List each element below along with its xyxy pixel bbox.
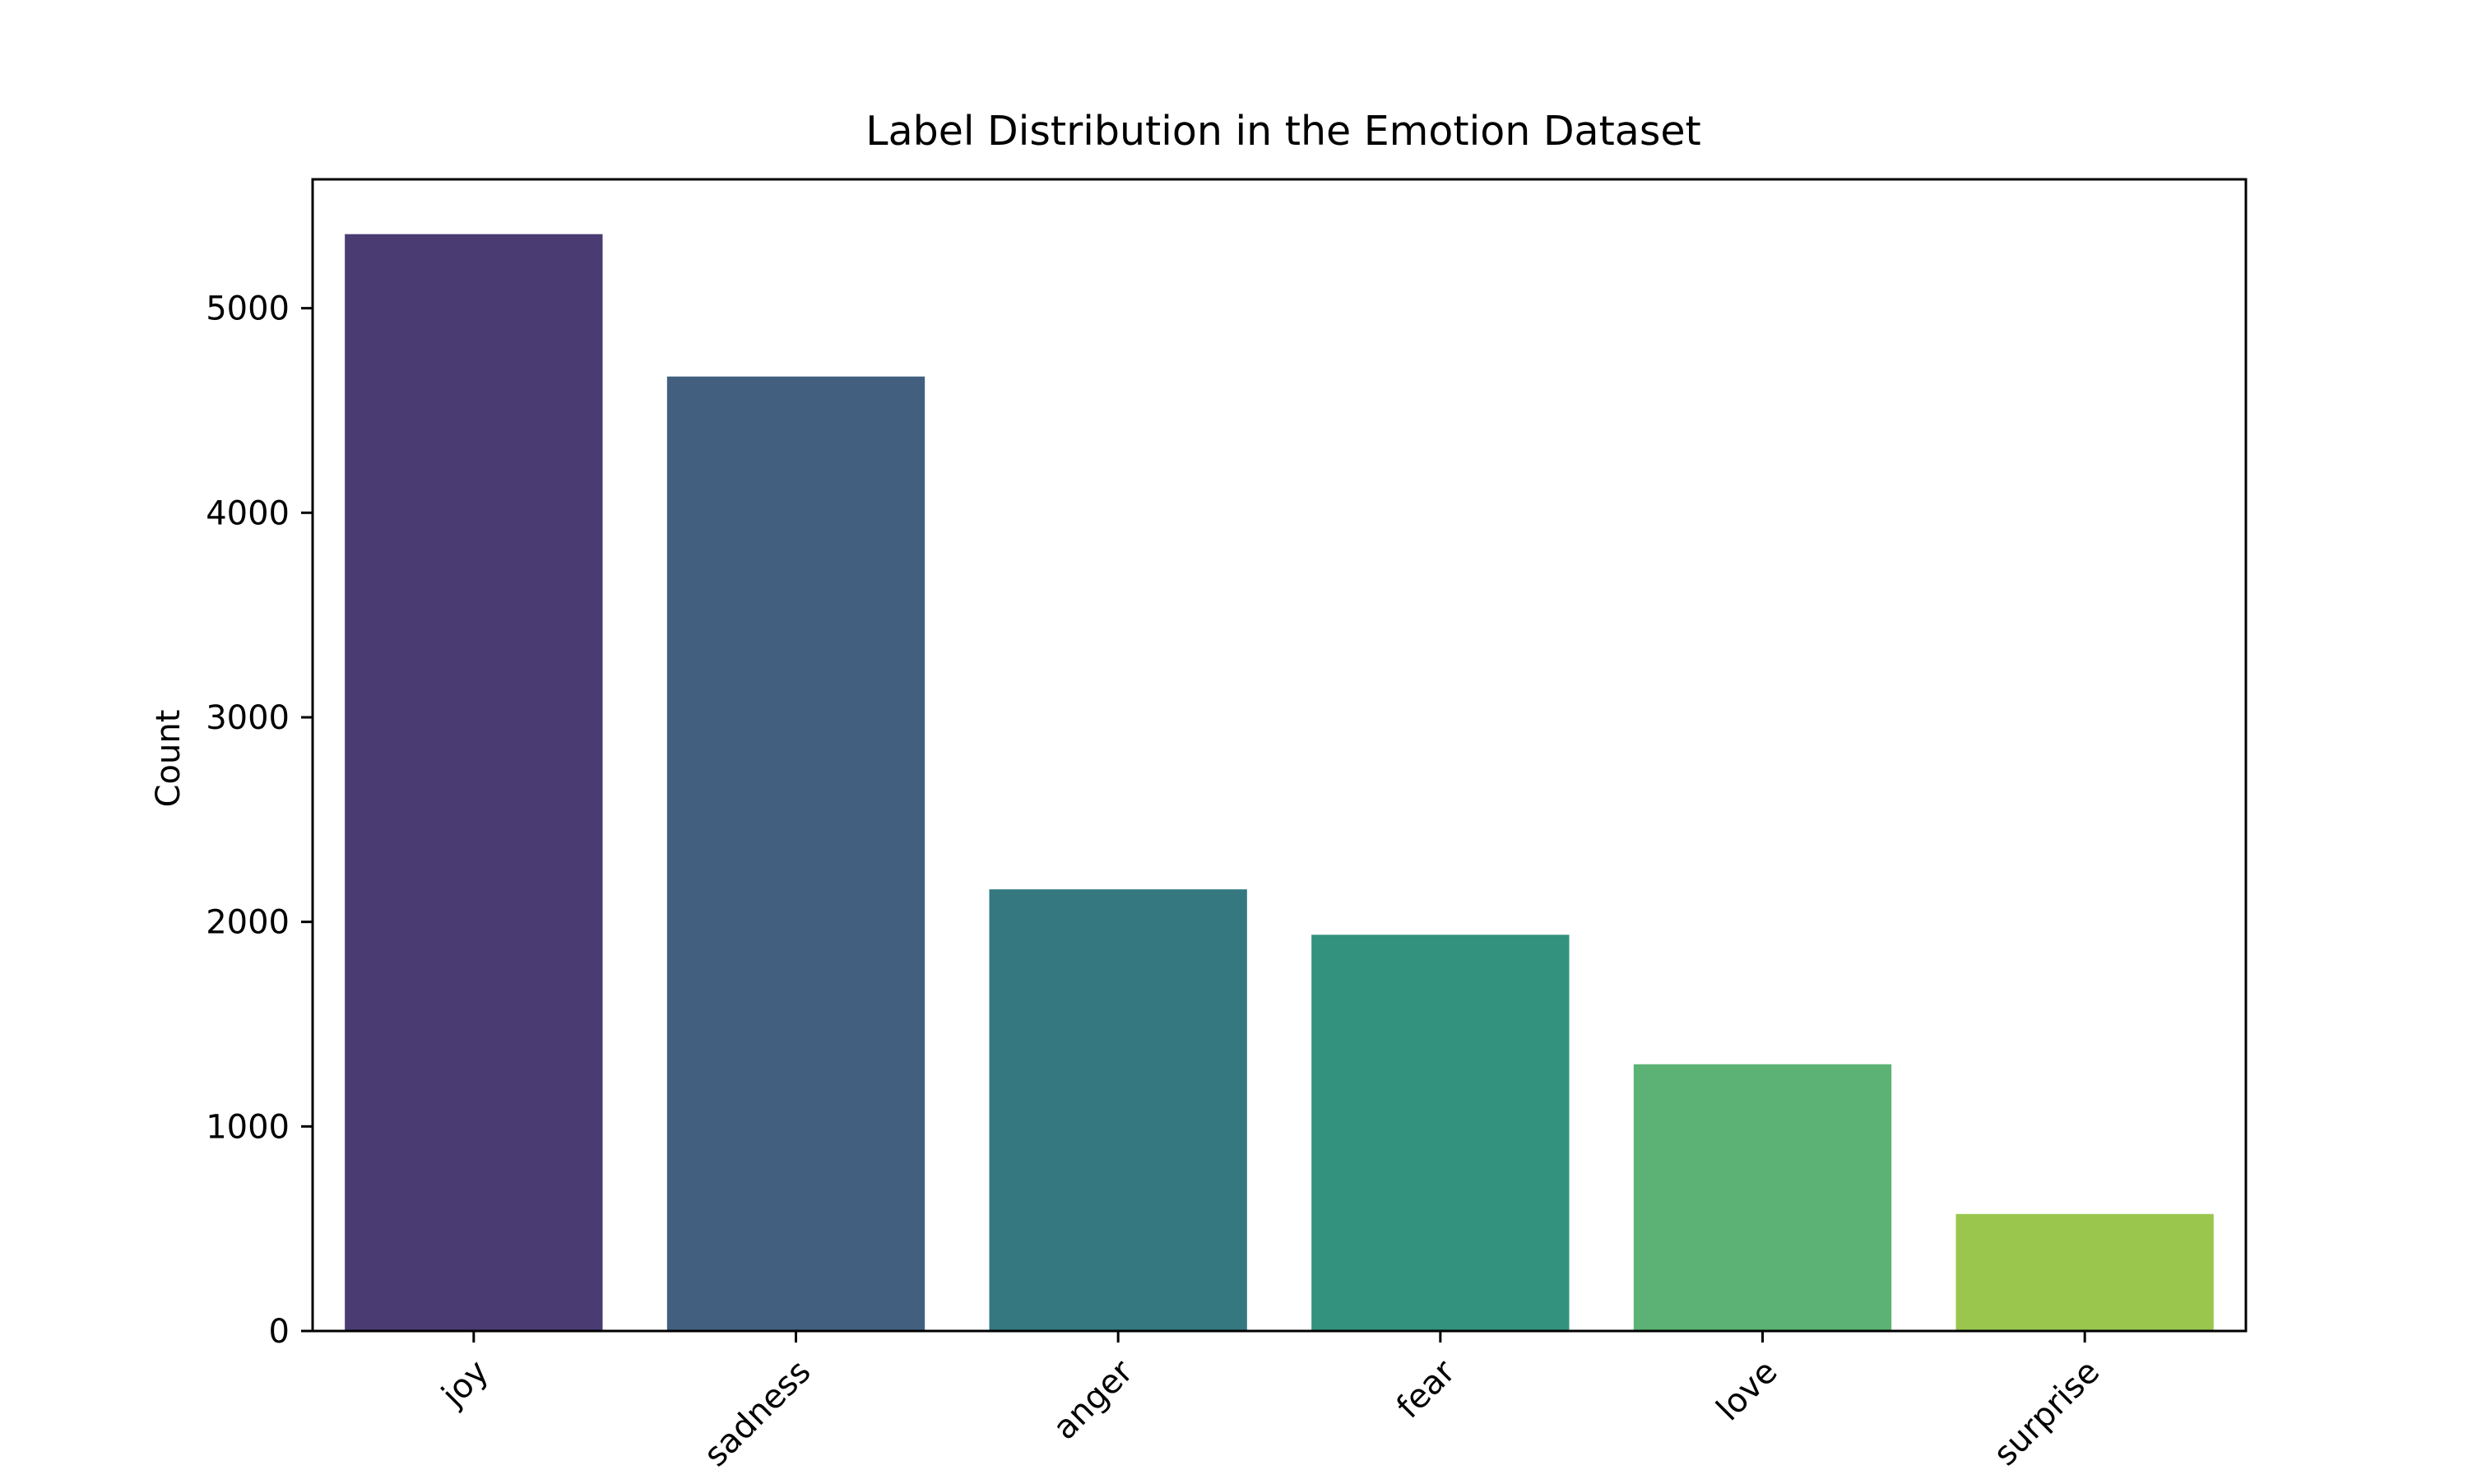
y-tick-label: 3000 <box>206 699 290 737</box>
plot-frame <box>311 178 2248 1333</box>
y-tick-label: 2000 <box>206 904 290 942</box>
bar-anger <box>989 889 1247 1331</box>
bar-fear <box>1311 934 1570 1331</box>
bars-layer <box>345 234 2214 1332</box>
chart-title: Label Distribution in the Emotion Datase… <box>865 108 1700 155</box>
bar-love <box>1633 1064 1892 1331</box>
bar-sadness <box>666 376 926 1331</box>
y-tick-label: 5000 <box>206 290 290 328</box>
y-tick-label: 0 <box>269 1313 290 1351</box>
y-tick-label: 4000 <box>206 494 290 532</box>
y-tick-label: 1000 <box>206 1108 290 1146</box>
y-axis-ticks: 0 1000 2000 3000 4000 5000 <box>206 290 313 1351</box>
y-axis-label: Count <box>150 710 188 808</box>
bar-joy <box>345 234 603 1332</box>
bar-surprise <box>1955 1213 2214 1331</box>
